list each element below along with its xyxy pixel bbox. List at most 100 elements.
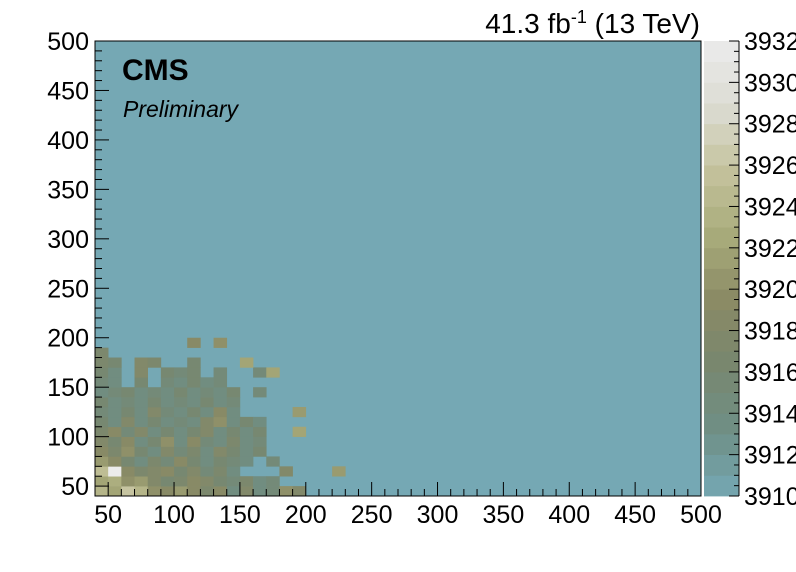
heatmap-cell bbox=[226, 446, 241, 457]
experiment-label: CMS bbox=[122, 54, 189, 87]
heatmap-cell bbox=[160, 476, 175, 487]
heatmap-cell bbox=[160, 406, 175, 418]
heatmap-cell bbox=[187, 466, 201, 477]
color-scale-band bbox=[704, 185, 739, 207]
heatmap-cell bbox=[121, 436, 135, 447]
heatmap-cell bbox=[108, 377, 122, 388]
color-scale-band bbox=[704, 351, 739, 373]
heatmap-cell bbox=[95, 486, 109, 497]
heatmap-cell bbox=[95, 377, 109, 388]
heatmap-cell bbox=[226, 476, 241, 487]
heatmap-cell bbox=[239, 357, 254, 368]
heatmap-cell bbox=[200, 397, 214, 408]
heatmap-cell bbox=[108, 397, 122, 408]
heatmap-cell bbox=[187, 367, 201, 378]
heatmap-cell bbox=[253, 436, 267, 447]
y-tick-label: 100 bbox=[47, 424, 89, 452]
x-tick-label: 50 bbox=[94, 501, 122, 529]
color-scale-band bbox=[704, 227, 739, 249]
heatmap-cell bbox=[160, 377, 175, 388]
heatmap-cell bbox=[187, 397, 201, 408]
heatmap-cell bbox=[226, 416, 241, 428]
heatmap-cell bbox=[160, 426, 175, 437]
z-tick-label: 3924 bbox=[744, 193, 796, 221]
heatmap-cell bbox=[266, 367, 280, 378]
heatmap-cell bbox=[200, 446, 214, 457]
color-scale-band bbox=[704, 144, 739, 166]
heatmap-cell bbox=[134, 426, 148, 437]
heatmap-cell bbox=[108, 426, 122, 437]
heatmap-cell bbox=[95, 446, 109, 457]
heatmap-cell bbox=[213, 426, 228, 437]
heatmap-cell bbox=[134, 377, 148, 388]
heatmap-cell bbox=[108, 436, 122, 447]
heatmap-cell bbox=[160, 456, 175, 467]
heatmap-cell bbox=[108, 466, 122, 477]
heatmap-cell bbox=[200, 486, 214, 497]
heatmap-cell bbox=[108, 446, 122, 457]
heatmap-cell bbox=[200, 476, 214, 487]
heatmap-cell bbox=[160, 436, 175, 447]
heatmap-cell bbox=[174, 367, 188, 378]
heatmap-cell bbox=[279, 486, 293, 497]
heatmap-cell bbox=[239, 416, 254, 428]
heatmap-cell bbox=[226, 486, 241, 497]
heatmap-cell bbox=[213, 486, 228, 497]
heatmap-cell bbox=[332, 466, 346, 477]
heatmap-cell bbox=[147, 406, 162, 418]
heatmap-cell bbox=[95, 357, 109, 368]
heatmap-cell bbox=[108, 486, 122, 497]
z-tick-label: 3932 bbox=[744, 28, 796, 56]
heatmap-cell bbox=[292, 486, 307, 497]
color-scale-band bbox=[704, 268, 739, 290]
heatmap-cell bbox=[95, 436, 109, 447]
heatmap-cell bbox=[187, 406, 201, 418]
color-scale-band bbox=[704, 103, 739, 125]
y-tick-label: 250 bbox=[47, 275, 89, 303]
heatmap-cell bbox=[253, 387, 267, 398]
z-tick-label: 3922 bbox=[744, 235, 796, 263]
heatmap-cell bbox=[121, 387, 135, 398]
heatmap-cell bbox=[226, 387, 241, 398]
heatmap-cell bbox=[266, 456, 280, 467]
x-tick-label: 100 bbox=[153, 501, 195, 529]
heatmap-cell bbox=[95, 347, 109, 358]
heatmap-cell bbox=[239, 486, 254, 497]
x-axis: 50 100 150 200 250 300 350 400 450 500 bbox=[94, 482, 722, 529]
heatmap-cell bbox=[213, 406, 228, 418]
color-scale-band bbox=[704, 454, 739, 476]
heatmap-cell bbox=[147, 397, 162, 408]
luminosity-label: 41.3 fb-1 (13 TeV) bbox=[485, 7, 700, 39]
heatmap-cell bbox=[134, 466, 148, 477]
color-scale-band bbox=[704, 206, 739, 228]
heatmap-cell bbox=[108, 416, 122, 428]
heatmap-cell bbox=[134, 387, 148, 398]
heatmap-cell bbox=[174, 406, 188, 418]
heatmap-cell bbox=[147, 387, 162, 398]
heatmap-cell bbox=[174, 426, 188, 437]
heatmap-cell bbox=[200, 426, 214, 437]
heatmap-cell bbox=[187, 377, 201, 388]
color-scale-band bbox=[704, 392, 739, 414]
heatmap-cell bbox=[134, 446, 148, 457]
heatmap-cell bbox=[239, 456, 254, 467]
heatmap-cell bbox=[121, 476, 135, 487]
heatmap-cell bbox=[121, 456, 135, 467]
heatmap-cell bbox=[187, 416, 201, 428]
heatmap-cell bbox=[253, 446, 267, 457]
color-scale-band bbox=[704, 413, 739, 435]
heatmap-cell bbox=[253, 367, 267, 378]
heatmap-cell bbox=[121, 426, 135, 437]
heatmap-cell bbox=[108, 367, 122, 378]
x-tick-label: 500 bbox=[680, 501, 722, 529]
x-tick-label: 300 bbox=[417, 501, 459, 529]
heatmap-cell bbox=[95, 456, 109, 467]
heatmap-cell bbox=[226, 456, 241, 467]
heatmap-cell bbox=[147, 446, 162, 457]
heatmap-cells bbox=[95, 337, 346, 497]
color-scale-band bbox=[704, 309, 739, 331]
heatmap-cell bbox=[95, 426, 109, 437]
heatmap-cell bbox=[160, 486, 175, 497]
color-scale-band bbox=[704, 165, 739, 187]
